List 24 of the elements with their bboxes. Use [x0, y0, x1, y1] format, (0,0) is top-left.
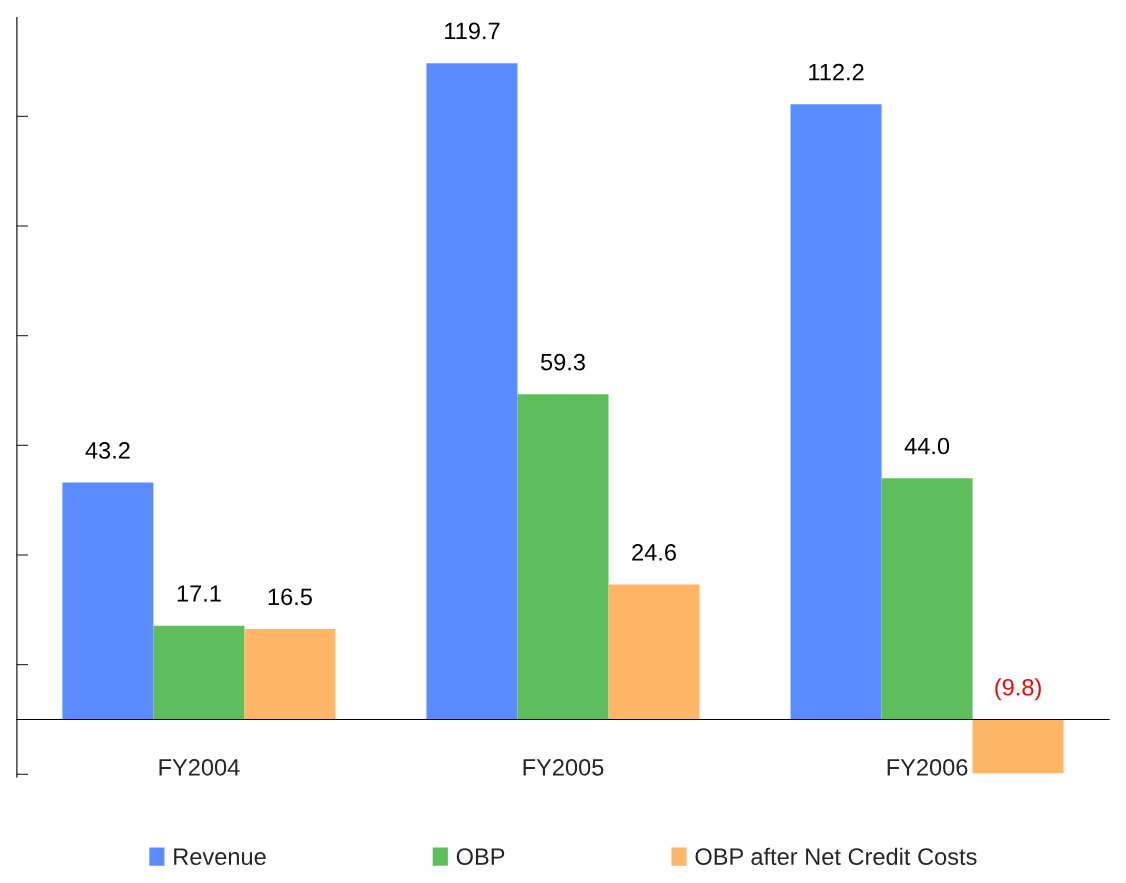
data-label: 17.1	[177, 585, 221, 602]
data-label: 16.5	[268, 588, 312, 606]
bar	[244, 629, 336, 720]
bar	[608, 584, 700, 720]
bar	[972, 719, 1064, 774]
bar	[881, 478, 973, 720]
bar	[426, 63, 518, 720]
legend-label: Revenue	[174, 848, 266, 866]
x-tick-label: FY2005	[523, 758, 604, 776]
bar	[62, 482, 154, 720]
bar	[153, 625, 245, 720]
x-tick-label: FY2004	[159, 758, 240, 776]
data-label: 112.2	[809, 63, 864, 81]
legend-label: OBP	[456, 848, 505, 866]
data-label: (9.8)	[995, 678, 1041, 701]
bar	[517, 394, 609, 720]
data-label: 119.7	[445, 22, 500, 40]
data-label: 44.0	[904, 437, 950, 455]
legend-label: OBP after Net Credit Costs	[695, 847, 977, 866]
x-tick-label: FY2006	[887, 758, 968, 776]
data-label: 43.2	[85, 442, 130, 459]
bar	[790, 104, 882, 720]
data-label: 59.3	[540, 353, 585, 371]
data-label: 24.6	[632, 544, 676, 561]
